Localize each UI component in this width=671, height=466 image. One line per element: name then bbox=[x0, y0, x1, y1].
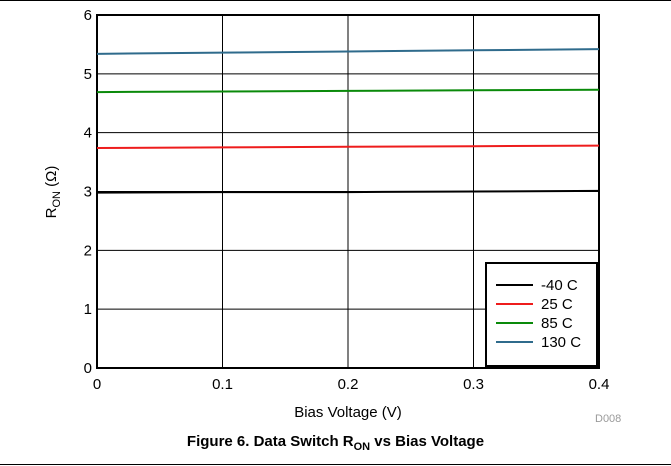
y-tick-labels: 0 1 2 3 4 5 6 bbox=[84, 7, 92, 377]
x-tick-label: 0.2 bbox=[338, 376, 359, 393]
x-tick-label: 0.1 bbox=[212, 376, 233, 393]
legend-label: 130 C bbox=[541, 334, 581, 351]
legend-label: -40 C bbox=[541, 277, 578, 294]
y-tick-label: 3 bbox=[84, 184, 92, 201]
x-tick-label: 0.3 bbox=[463, 376, 484, 393]
y-tick-label: 1 bbox=[84, 301, 92, 318]
line-chart: 0 1 2 3 4 5 6 0 0.1 0.2 0.3 0.4 Bias Voltage (V) R… bbox=[43, 7, 610, 421]
legend-label: 85 C bbox=[541, 315, 573, 332]
legend-box bbox=[485, 262, 598, 367]
top-rule bbox=[0, 0, 671, 1]
y-tick-label: 0 bbox=[84, 360, 92, 377]
y-tick-label: 4 bbox=[84, 125, 92, 142]
figure-caption: Figure 6. Data Switch RON vs Bias Voltag… bbox=[186, 433, 485, 453]
legend-label: 25 C bbox=[541, 296, 573, 313]
series-lines bbox=[96, 48, 600, 194]
x-tick-label: 0.4 bbox=[589, 376, 610, 393]
y-tick-label: 5 bbox=[84, 66, 92, 83]
figure-tag: D008 bbox=[595, 413, 622, 425]
x-tick-labels: 0 0.1 0.2 0.3 0.4 bbox=[93, 376, 610, 393]
x-tick-label: 0 bbox=[93, 376, 101, 393]
series-line bbox=[96, 88, 600, 94]
series-line bbox=[96, 144, 600, 149]
x-axis-label: Bias Voltage (V) bbox=[294, 404, 402, 421]
series-line bbox=[96, 189, 600, 194]
bottom-rule bbox=[0, 464, 671, 465]
series-line bbox=[96, 48, 600, 55]
y-tick-label: 2 bbox=[84, 242, 92, 259]
legend: -40 C 25 C 85 C 130 C bbox=[485, 262, 598, 367]
y-tick-label: 6 bbox=[84, 7, 92, 24]
y-axis-label: RON (Ω) bbox=[43, 166, 63, 219]
